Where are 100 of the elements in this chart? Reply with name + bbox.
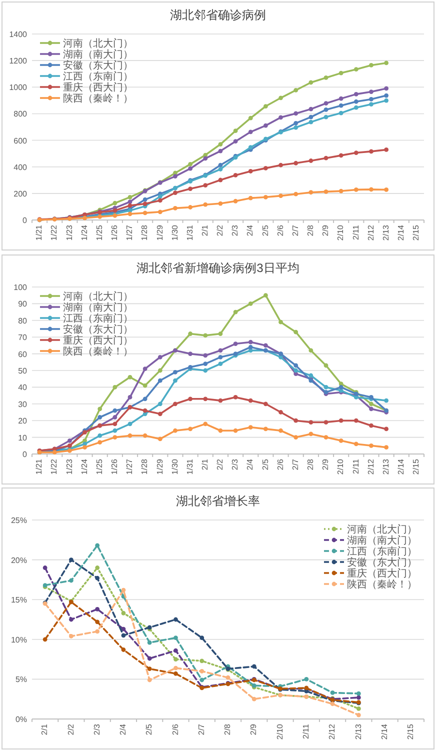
point	[294, 435, 298, 440]
point	[112, 428, 118, 433]
point	[338, 188, 344, 194]
point	[121, 633, 126, 638]
point	[128, 200, 132, 204]
chart-title: 湖北邻省增长率	[176, 494, 260, 508]
x-tick-label: 2/6	[276, 224, 285, 236]
x-tick-label: 2/11	[302, 723, 311, 739]
y-tick-label: 0	[22, 450, 28, 459]
point	[203, 368, 208, 373]
point	[304, 677, 309, 682]
point	[263, 426, 268, 432]
point	[338, 110, 344, 116]
point	[369, 90, 374, 94]
point	[324, 101, 328, 106]
x-tick-label: 2/4	[246, 224, 255, 236]
x-tick-label: 1/26	[110, 224, 120, 241]
point	[218, 428, 223, 433]
point	[112, 435, 118, 440]
y-tick-label: 600	[14, 136, 28, 146]
point	[218, 201, 223, 206]
point	[203, 183, 208, 188]
point	[248, 116, 253, 120]
x-tick-label: 1/25	[94, 224, 104, 241]
point	[147, 640, 152, 645]
point	[200, 658, 204, 664]
point	[188, 332, 193, 336]
point	[69, 617, 74, 622]
point	[324, 76, 328, 80]
point	[324, 190, 328, 194]
point	[188, 396, 193, 402]
point	[42, 637, 48, 642]
x-tick-label: 1/22	[50, 224, 59, 241]
point	[294, 160, 298, 166]
point	[203, 353, 208, 358]
legend-label: 重庆（西大门）	[63, 82, 133, 94]
legend-label: 陕西（秦岭！）	[63, 346, 133, 358]
point	[95, 543, 100, 548]
y-tick-label: 1400	[9, 30, 28, 39]
point	[294, 88, 298, 92]
x-tick-label: 1/25	[94, 458, 104, 475]
point	[324, 420, 328, 424]
point	[112, 408, 118, 413]
y-tick-label: 0	[22, 216, 28, 225]
x-tick-label: 2/14	[396, 224, 406, 241]
legend-label: 河南（北大门）	[63, 38, 133, 50]
x-tick-label: 1/31	[185, 224, 194, 241]
point	[142, 366, 148, 372]
point	[384, 445, 389, 450]
x-tick-label: 1/31	[185, 458, 194, 475]
point	[308, 432, 314, 436]
point	[188, 186, 193, 191]
x-tick-label: 2/15	[412, 224, 421, 241]
x-tick-label: 1/29	[155, 224, 164, 241]
x-tick-label: 2/7	[290, 458, 300, 470]
x-tick-label: 2/3	[230, 458, 240, 470]
point	[356, 691, 361, 696]
x-tick-label: 2/10	[336, 458, 346, 475]
point	[173, 378, 178, 383]
chart-title: 湖北邻省确诊病例	[170, 8, 266, 22]
point	[356, 706, 361, 711]
point	[294, 368, 298, 373]
point	[158, 194, 162, 199]
point	[384, 148, 389, 152]
point	[369, 402, 374, 406]
point	[98, 433, 102, 438]
x-tick-label: 1/21	[34, 458, 44, 475]
point	[369, 102, 374, 106]
legend-label: 安徽（东大门）	[63, 324, 133, 336]
point	[263, 402, 268, 406]
point	[233, 198, 238, 204]
x-tick-label: 2/8	[223, 723, 232, 736]
x-tick-label: 2/9	[321, 224, 330, 236]
point	[233, 428, 238, 433]
point	[218, 162, 223, 168]
x-tick-label: 2/7	[290, 224, 300, 236]
x-tick-label: 1/28	[140, 224, 150, 241]
point	[142, 408, 148, 413]
x-tick-label: 2/2	[66, 723, 76, 736]
point	[173, 428, 178, 433]
point	[324, 156, 328, 160]
point	[263, 123, 268, 128]
x-tick-label: 1/27	[125, 458, 134, 475]
y-tick-label: 90	[18, 300, 28, 309]
legend-label: 陕西（秦岭！）	[63, 92, 133, 104]
x-tick-label: 2/3	[92, 723, 102, 736]
point	[173, 206, 178, 210]
point	[233, 395, 238, 400]
point	[354, 105, 358, 110]
x-tick-label: 2/2	[216, 458, 225, 470]
point	[95, 629, 100, 634]
point	[233, 139, 238, 144]
point	[356, 712, 361, 718]
point	[324, 108, 328, 112]
point	[158, 210, 162, 214]
point	[354, 442, 358, 446]
point	[369, 406, 374, 412]
point	[263, 194, 268, 200]
point	[356, 695, 361, 700]
x-tick-label: 2/4	[118, 723, 128, 736]
